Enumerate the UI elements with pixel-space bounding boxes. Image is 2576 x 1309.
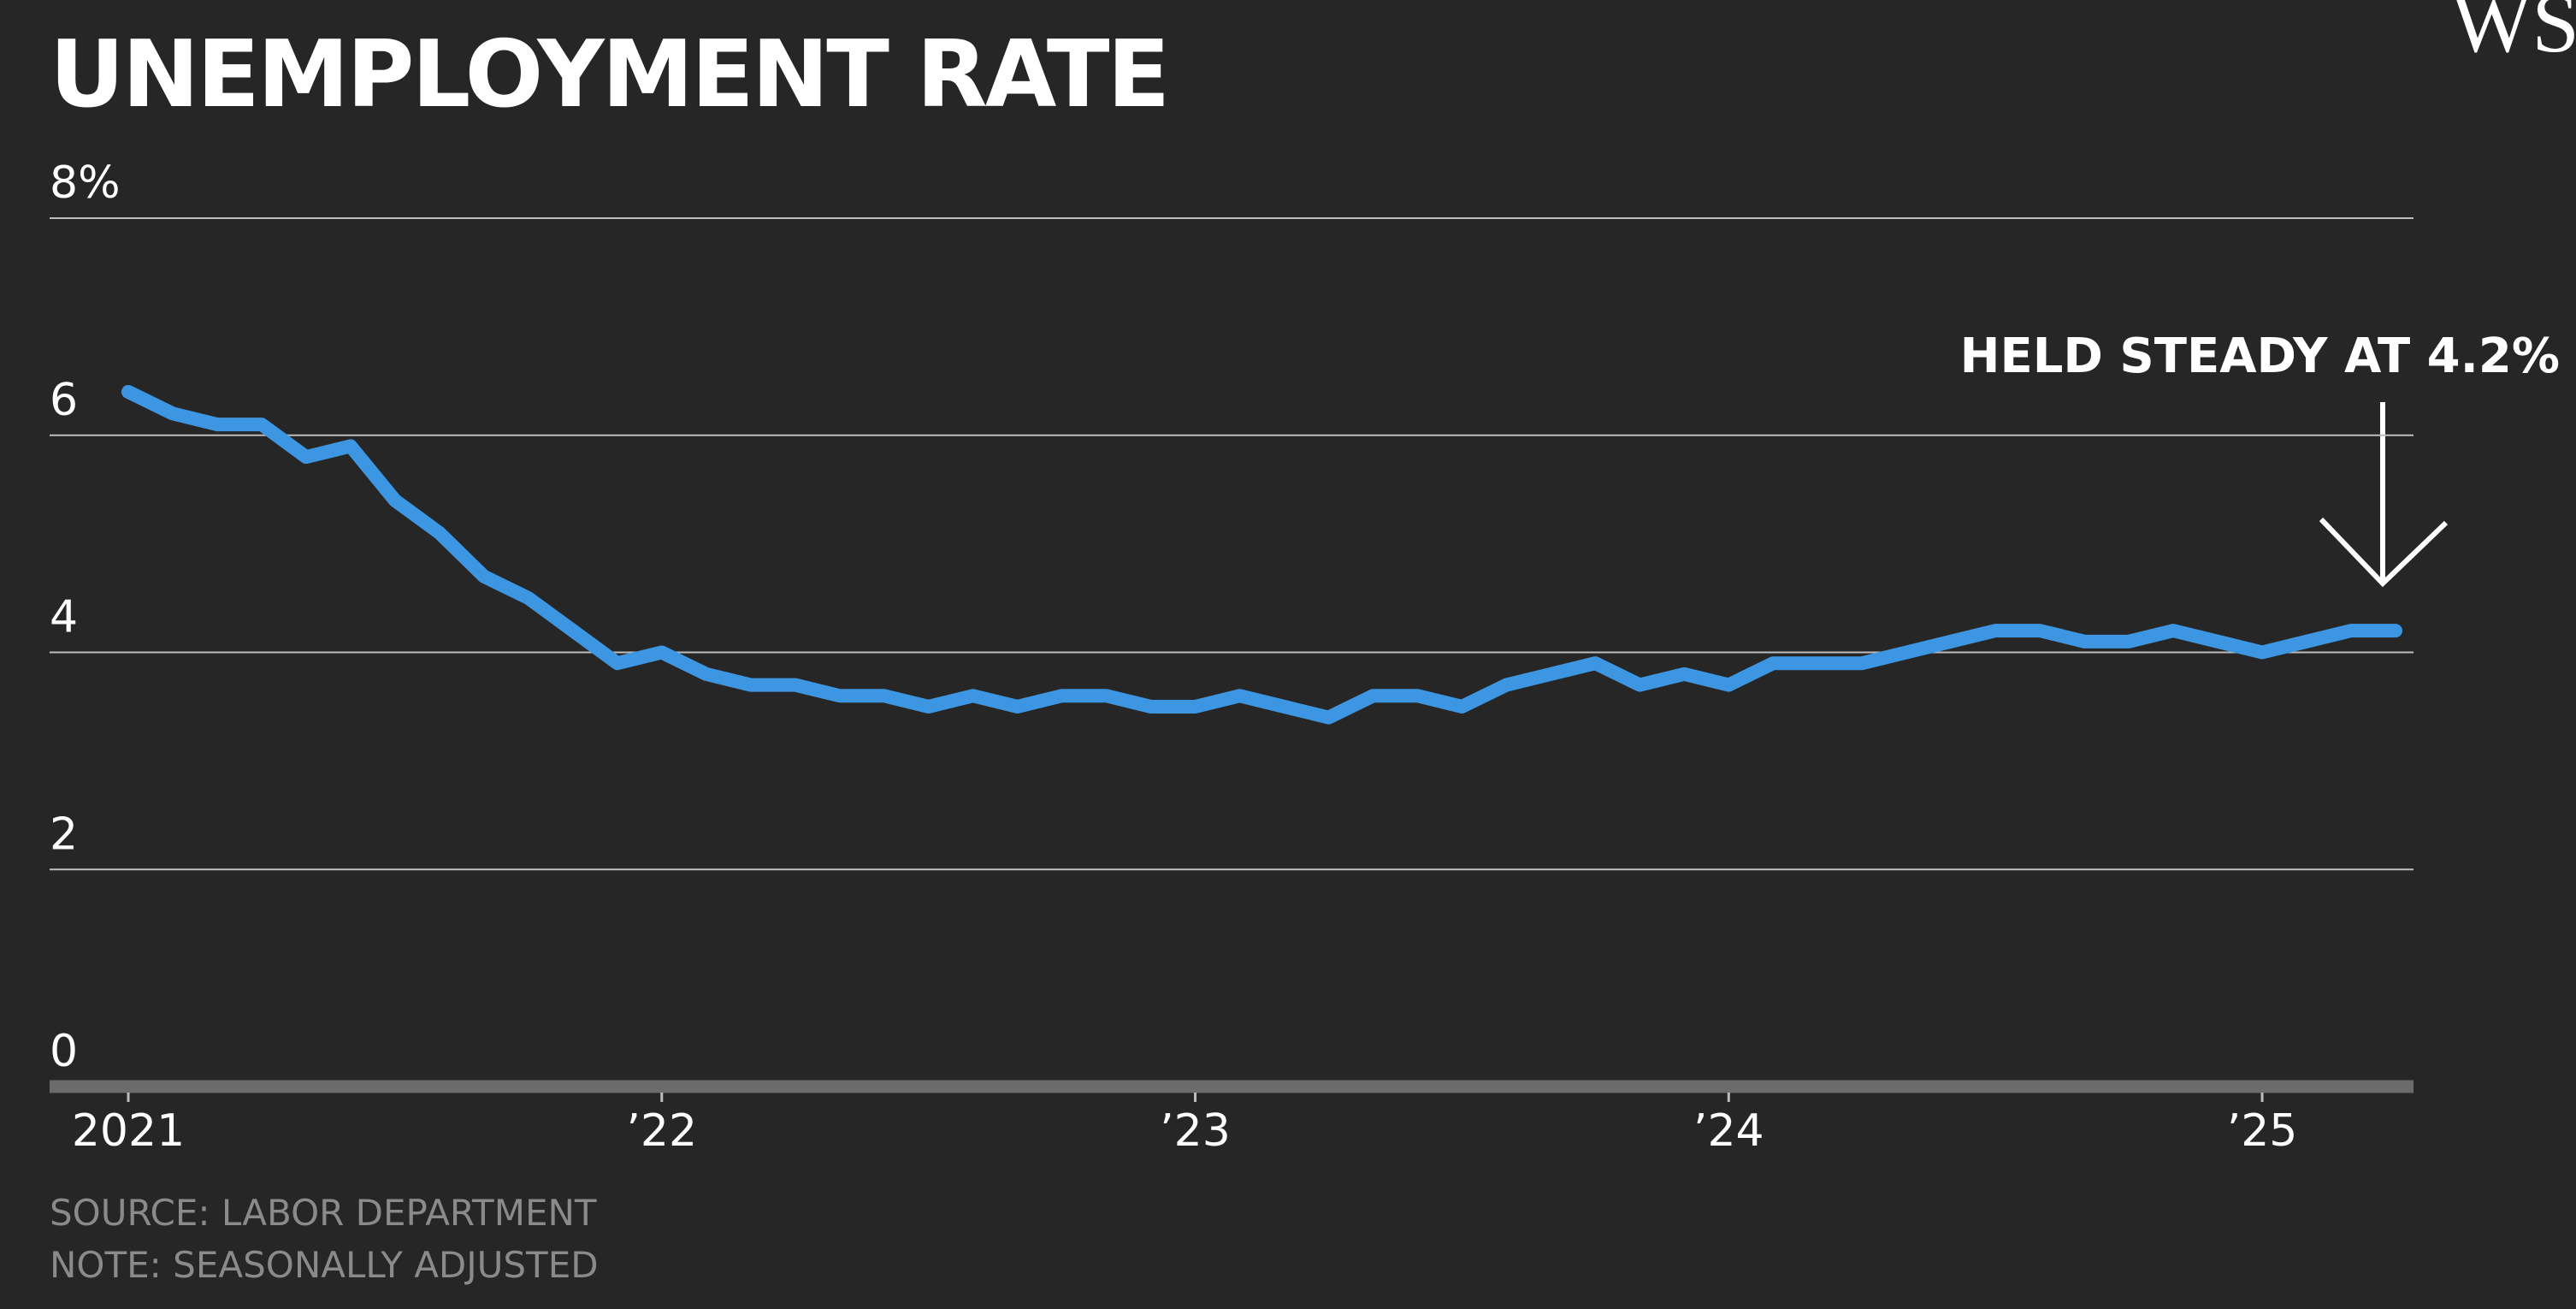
x-tick-label: ’23 [1160,1105,1231,1157]
arrow-head [2319,517,2449,588]
y-tick-label: 4 [50,592,78,643]
y-tick-label: 6 [50,375,78,426]
note: NOTE: SEASONALLY ADJUSTED [50,1244,599,1286]
y-tick-label: 0 [50,1026,78,1077]
annotation: HELD STEADY AT 4.2% [1960,329,2560,384]
y-tick-label: 8% [50,157,121,209]
x-tick-label: ’25 [2227,1105,2298,1157]
logo: WSJ [2451,0,2576,70]
data-line [121,385,2402,725]
chart-title: UNEMPLOYMENT RATE [50,21,1167,128]
y-tick-label: 2 [50,808,78,860]
source: SOURCE: LABOR DEPARTMENT [50,1192,597,1234]
x-tick-label: 2021 [72,1105,185,1157]
annotation-arrow [2319,402,2449,588]
x-tick-label: ’24 [1693,1105,1764,1157]
x-tick-label: ’22 [626,1105,697,1157]
